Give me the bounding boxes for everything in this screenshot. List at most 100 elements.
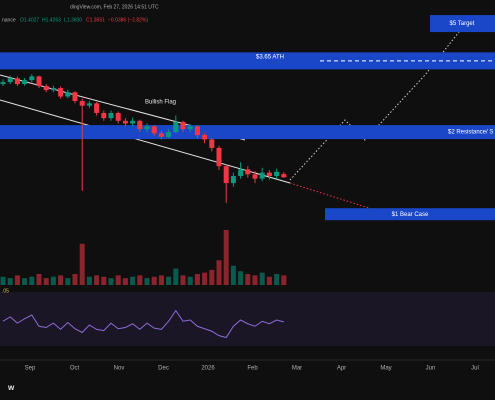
x-tick-label: Jul bbox=[471, 366, 479, 372]
volume-bar bbox=[86, 276, 92, 285]
candle-body bbox=[86, 103, 92, 106]
candle-body bbox=[0, 82, 6, 85]
volume-bar bbox=[58, 275, 64, 285]
volume-bar bbox=[115, 275, 121, 285]
volume-bar bbox=[274, 274, 280, 285]
x-tick-label: Mar bbox=[292, 366, 302, 372]
volume-bar bbox=[194, 274, 200, 285]
volume-bar bbox=[209, 269, 215, 285]
candle-body bbox=[281, 174, 287, 178]
x-tick-label: May bbox=[380, 366, 391, 372]
candle-body bbox=[223, 166, 229, 184]
header-low: L1.3600 bbox=[64, 17, 82, 23]
x-tick-label: Dec bbox=[158, 366, 169, 372]
candle-body bbox=[122, 120, 128, 124]
candle-body bbox=[7, 78, 13, 83]
candle-body bbox=[216, 147, 222, 167]
candle-body bbox=[72, 92, 78, 102]
candle-body bbox=[130, 120, 136, 124]
header-high: H1.4263 bbox=[42, 17, 61, 23]
volume-bar bbox=[259, 272, 265, 285]
candle-body bbox=[58, 88, 64, 97]
rsi-pane bbox=[0, 292, 495, 346]
flag-line bbox=[0, 99, 291, 184]
projection bbox=[289, 17, 471, 181]
volume-bar bbox=[180, 275, 186, 285]
candle-body bbox=[180, 121, 186, 130]
candle-body bbox=[166, 132, 172, 137]
candle-body bbox=[252, 174, 258, 179]
candle-body bbox=[266, 172, 272, 177]
volume-bar bbox=[94, 275, 100, 285]
candle-body bbox=[65, 92, 71, 97]
volume-bar bbox=[245, 274, 251, 285]
candle-body bbox=[238, 169, 244, 177]
candle-body bbox=[29, 76, 35, 81]
candle-body bbox=[259, 172, 265, 179]
level-box bbox=[0, 52, 495, 70]
volume-bar bbox=[281, 275, 287, 285]
level-label: $1 Bear Case bbox=[392, 212, 429, 218]
candle-body bbox=[14, 78, 20, 85]
volume-bar bbox=[166, 276, 172, 285]
candle-body bbox=[202, 135, 208, 140]
volume-bar bbox=[65, 278, 71, 285]
candle-body bbox=[274, 171, 280, 177]
candle-body bbox=[36, 76, 42, 87]
volume-bar bbox=[151, 276, 157, 285]
level-box bbox=[0, 125, 495, 140]
volume-bar bbox=[79, 243, 85, 285]
x-tick-label: Feb bbox=[247, 366, 258, 372]
candle-body bbox=[94, 103, 100, 113]
volume-bar bbox=[108, 278, 114, 285]
volume-bar bbox=[29, 276, 35, 285]
volume-bar bbox=[130, 276, 136, 285]
candle-body bbox=[144, 126, 150, 130]
candle-body bbox=[158, 133, 164, 137]
header-close: C1.3651 bbox=[86, 17, 105, 23]
volume-bar bbox=[22, 278, 28, 285]
volume-bar bbox=[144, 278, 150, 285]
volume-bar bbox=[252, 275, 258, 285]
header-open: O1.4027 bbox=[20, 17, 39, 23]
volume-bar bbox=[50, 276, 56, 285]
header-source: dingView.com, Feb 27, 2026 14:51 UTC bbox=[70, 4, 159, 10]
volume-bar bbox=[238, 271, 244, 285]
volume-bar bbox=[72, 274, 78, 285]
level-label: $2 Resistance/ S bbox=[448, 130, 493, 136]
candle-body bbox=[108, 112, 114, 119]
rsi-line bbox=[2, 309, 284, 339]
volume-bar bbox=[173, 268, 179, 285]
candle-body bbox=[50, 88, 56, 91]
header-symbol: nance bbox=[2, 17, 16, 23]
candle-body bbox=[43, 86, 49, 91]
candle-body bbox=[137, 120, 143, 130]
level-label: $5 Target bbox=[450, 21, 475, 27]
x-tick-label: Nov bbox=[114, 366, 125, 372]
logo: w bbox=[7, 383, 15, 392]
candle-body bbox=[209, 139, 215, 148]
candle-body bbox=[115, 112, 121, 121]
volume-bar bbox=[158, 275, 164, 285]
volume-bar bbox=[223, 230, 229, 285]
x-tick-label: Oct bbox=[70, 366, 80, 372]
header-change: −0.0386 (−2.82%) bbox=[108, 17, 148, 23]
candle-body bbox=[151, 126, 157, 134]
volume-bar bbox=[43, 278, 49, 285]
rsi-label: .05 bbox=[2, 288, 9, 294]
pattern-label: Bullish Flag bbox=[145, 100, 176, 106]
volume-bar bbox=[230, 265, 236, 285]
candle-body bbox=[230, 176, 236, 184]
volume-bar bbox=[216, 260, 222, 285]
candle-body bbox=[173, 121, 179, 133]
volume-bar bbox=[202, 272, 208, 285]
x-tick-label: Sep bbox=[25, 366, 36, 372]
candle-body bbox=[245, 169, 251, 175]
volume-bar bbox=[266, 276, 272, 285]
volume-bar bbox=[187, 276, 193, 285]
x-tick-label: Jun bbox=[426, 366, 436, 372]
volume-bar bbox=[36, 274, 42, 285]
candle-body bbox=[187, 126, 193, 130]
x-tick-label: 2026 bbox=[201, 366, 215, 372]
